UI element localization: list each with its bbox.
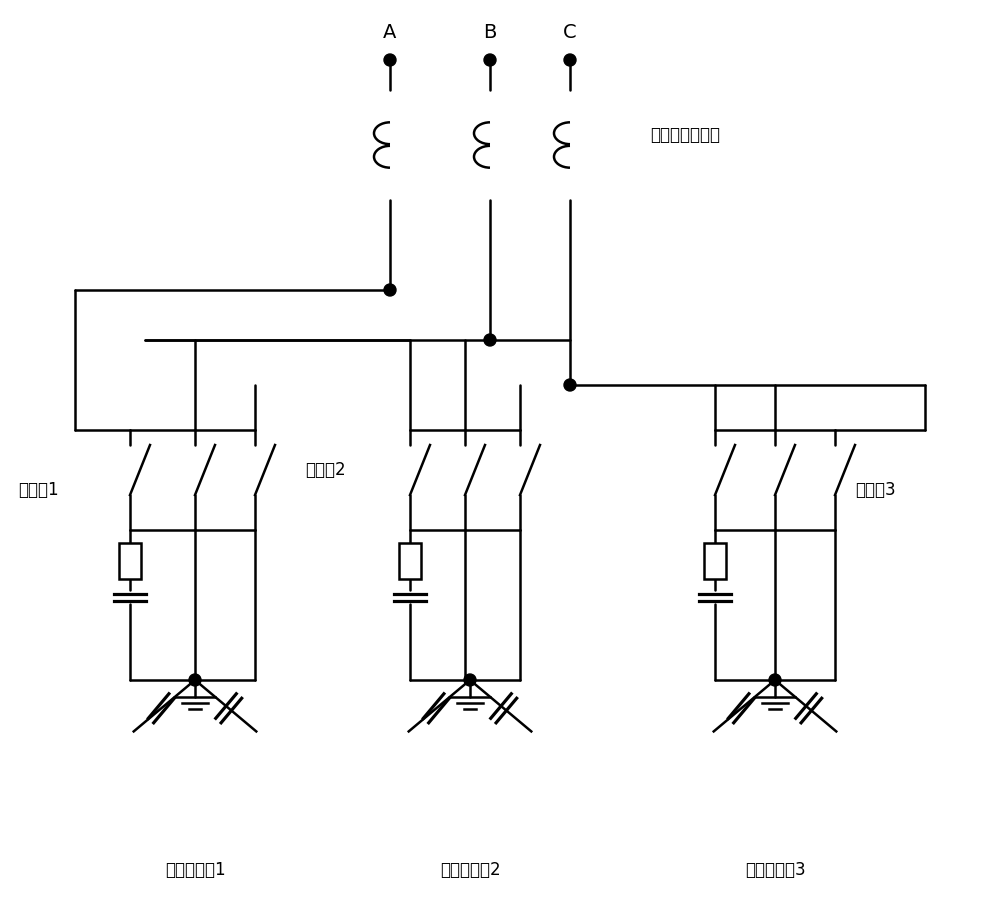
- Text: A: A: [383, 23, 397, 42]
- Text: B: B: [483, 23, 497, 42]
- Circle shape: [189, 674, 201, 686]
- Circle shape: [384, 284, 396, 296]
- Circle shape: [484, 334, 496, 346]
- Bar: [704, 543, 726, 579]
- Text: 接触器3: 接触器3: [855, 481, 896, 499]
- Text: 滤波电容组2: 滤波电容组2: [440, 861, 500, 879]
- Bar: [119, 543, 141, 579]
- Text: 接触器1: 接触器1: [18, 481, 59, 499]
- Circle shape: [384, 54, 396, 66]
- Text: 滤波电容组1: 滤波电容组1: [165, 861, 225, 879]
- Text: 接触器2: 接触器2: [305, 461, 346, 479]
- Text: C: C: [563, 23, 577, 42]
- Bar: [399, 543, 421, 579]
- Circle shape: [484, 54, 496, 66]
- Circle shape: [564, 379, 576, 391]
- Circle shape: [564, 54, 576, 66]
- Text: 滤波电容组3: 滤波电容组3: [745, 861, 805, 879]
- Circle shape: [464, 674, 476, 686]
- Text: 霍尔电流传感器: 霍尔电流传感器: [650, 126, 720, 144]
- Circle shape: [769, 674, 781, 686]
